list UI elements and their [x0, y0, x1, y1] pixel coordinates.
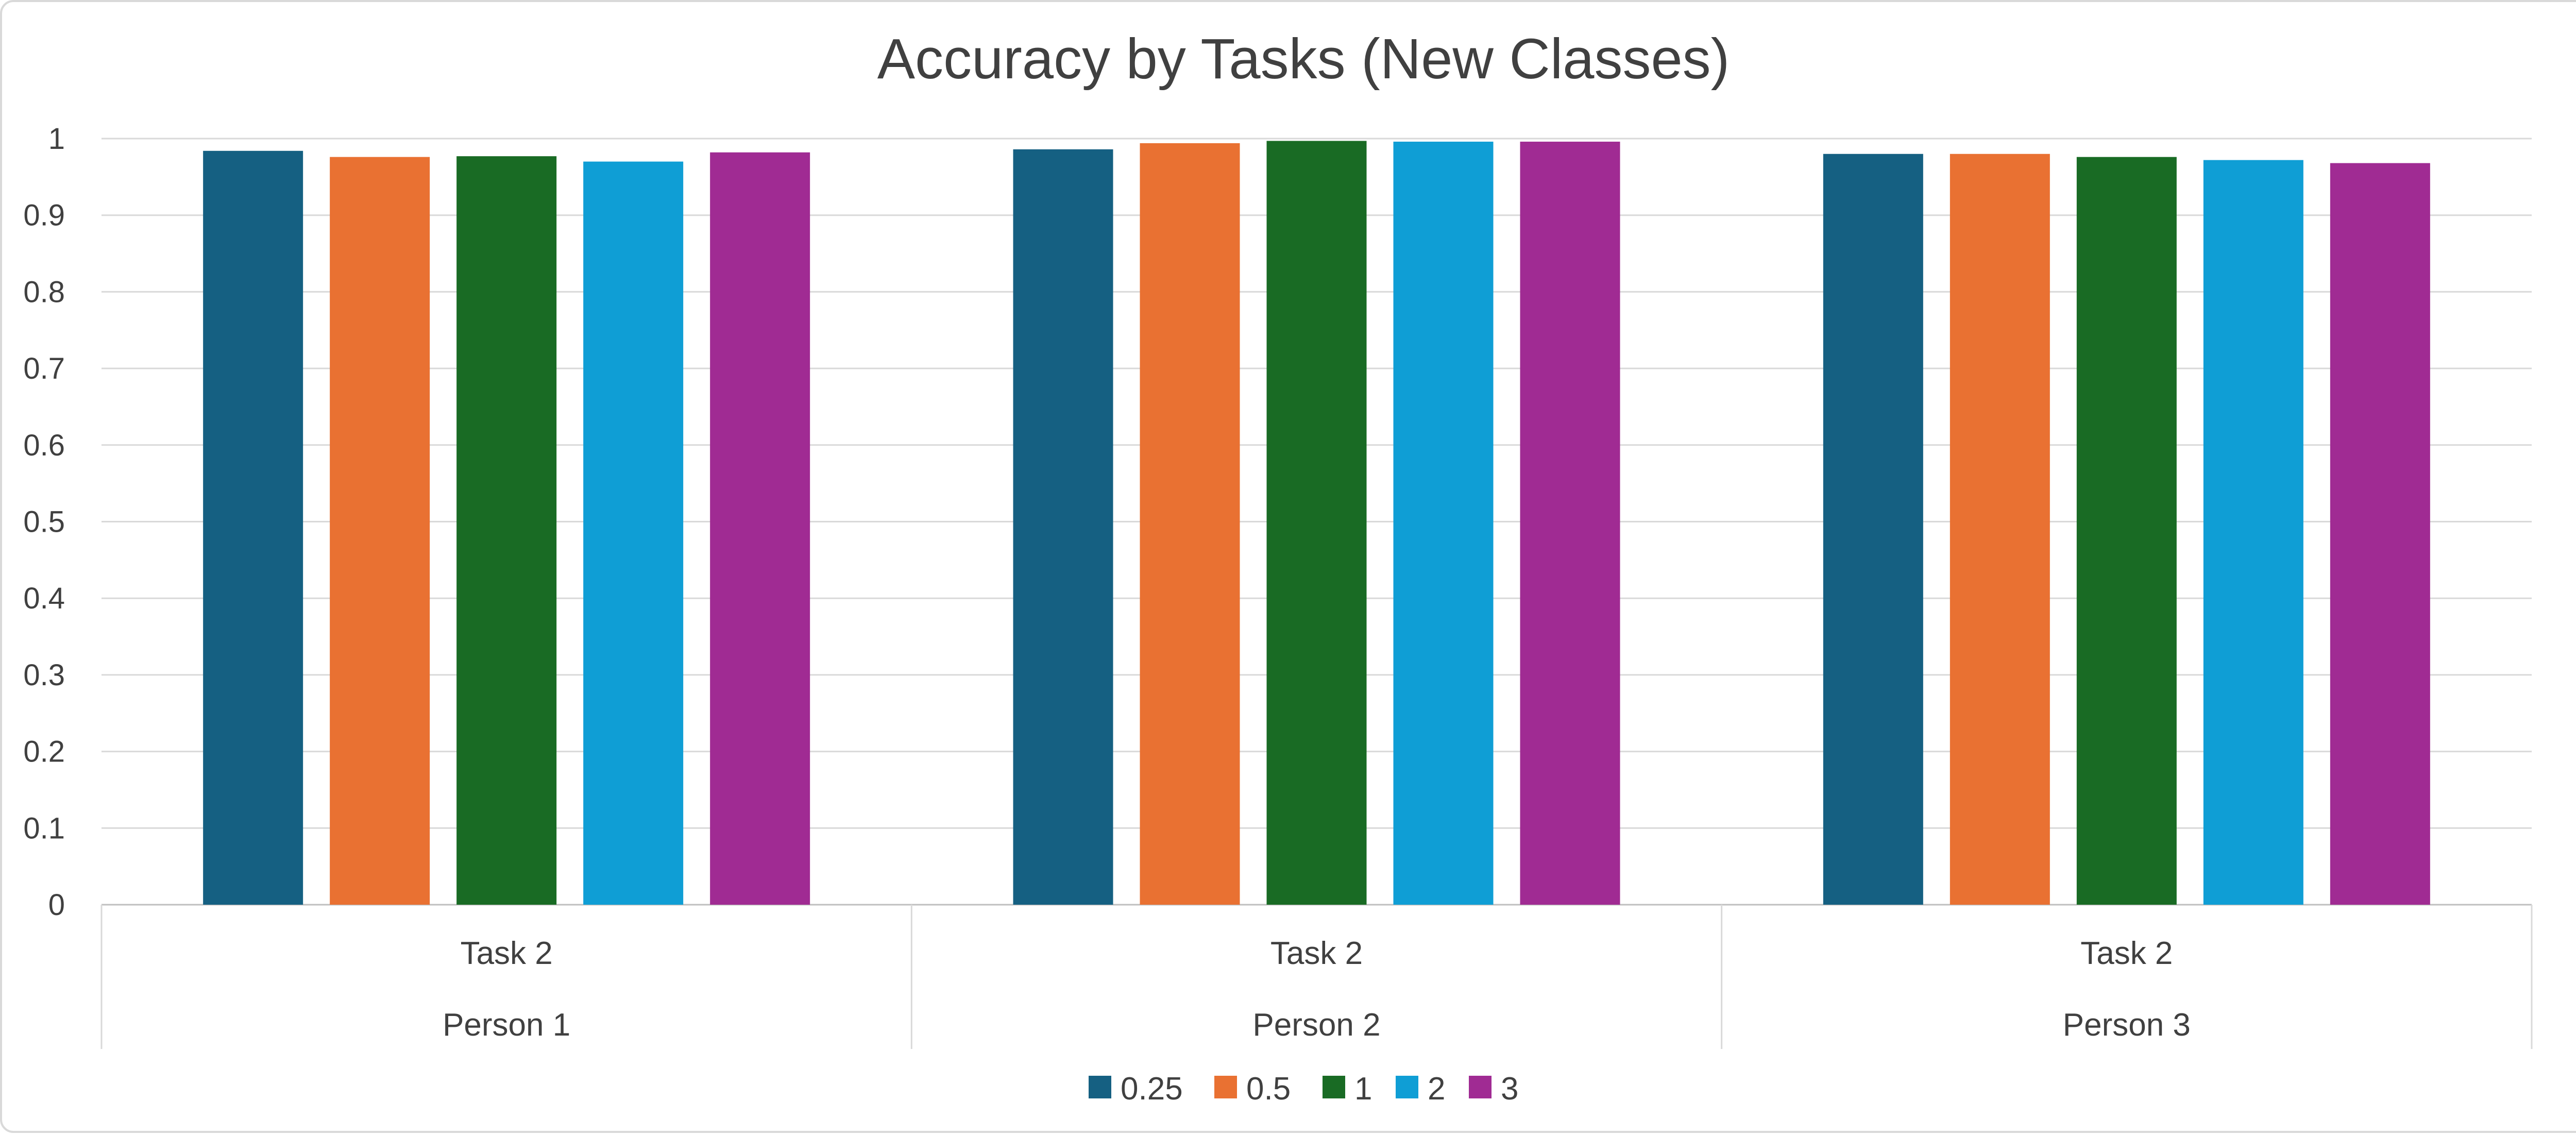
bar-0-25-person-2	[1013, 149, 1113, 905]
bar-3-person-3	[2330, 163, 2430, 905]
x-axis: Task 2 Person 1 Task 2 Person 2 Task 2 Person…	[100, 905, 2533, 1049]
bar-3-person-2	[1520, 141, 1620, 905]
bar-2-person-2	[1393, 141, 1494, 905]
legend-label: 0.25	[1121, 1071, 1183, 1107]
legend-item-1: 1	[1323, 1071, 1372, 1107]
legend: 0.25 0.5 1 2 3	[1089, 1071, 1518, 1107]
y-tick-label: 0.8	[23, 275, 65, 309]
x-tick-label-group: Person 2	[1252, 1007, 1380, 1043]
bar-0-25-person-1	[203, 150, 303, 905]
y-tick-label: 0	[48, 888, 65, 922]
legend-item-2: 2	[1396, 1071, 1445, 1107]
bar-1-person-3	[2076, 157, 2177, 905]
y-tick-label: 0.7	[23, 352, 65, 385]
y-tick-label: 0.3	[23, 658, 65, 692]
bar-0-25-person-3	[1823, 154, 1923, 905]
bar-0-5-person-3	[1950, 154, 2050, 905]
legend-label: 2	[1428, 1071, 1445, 1107]
x-tick-label-group: Person 1	[443, 1007, 570, 1043]
legend-item-0-25: 0.25	[1089, 1071, 1183, 1107]
y-tick-label: 0.9	[23, 199, 65, 232]
bar-3-person-1	[710, 152, 810, 905]
legend-swatch	[1323, 1076, 1345, 1098]
legend-label: 1	[1354, 1071, 1372, 1107]
y-tick-label: 0.2	[23, 735, 65, 769]
legend-swatch	[1214, 1076, 1237, 1098]
y-tick-label: 0.5	[23, 505, 65, 539]
chart-title: Accuracy by Tasks (New Classes)	[877, 27, 1730, 91]
y-tick-label: 0.6	[23, 429, 65, 462]
x-tick-label-group: Person 3	[2063, 1007, 2191, 1043]
bar-1-person-2	[1266, 141, 1367, 905]
bar-2-person-1	[583, 161, 684, 905]
bar-1-person-1	[456, 156, 557, 905]
y-tick-label: 1	[48, 122, 65, 156]
legend-swatch	[1469, 1076, 1492, 1098]
bar-2-person-3	[2203, 160, 2303, 905]
bars	[203, 141, 2430, 905]
legend-swatch	[1396, 1076, 1418, 1098]
legend-label: 3	[1501, 1071, 1518, 1107]
legend-item-3: 3	[1469, 1071, 1518, 1107]
y-tick-label: 0.4	[23, 582, 65, 615]
bar-0-5-person-2	[1140, 143, 1240, 905]
x-tick-label-task: Task 2	[461, 936, 553, 971]
y-axis-ticks: 0 0.1 0.2 0.3 0.4 0.5 0.6 0.7 0.8 0.9 1	[23, 122, 65, 922]
legend-item-0-5: 0.5	[1214, 1071, 1291, 1107]
legend-label: 0.5	[1246, 1071, 1291, 1107]
y-tick-label: 0.1	[23, 811, 65, 845]
legend-swatch	[1089, 1076, 1111, 1098]
x-tick-label-task: Task 2	[2080, 936, 2173, 971]
x-tick-label-task: Task 2	[1270, 936, 1363, 971]
bar-0-5-person-1	[330, 157, 430, 905]
